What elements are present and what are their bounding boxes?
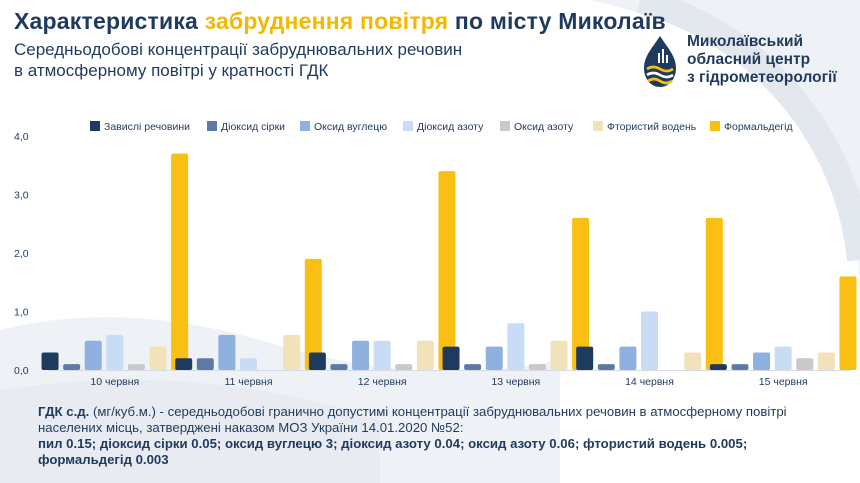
legend-label-1: Завислі речовини xyxy=(104,121,190,133)
bar xyxy=(63,364,81,370)
legend-label-3: Оксид вуглецю xyxy=(314,121,387,133)
bar xyxy=(127,364,145,370)
bar xyxy=(373,340,391,370)
footnote-limits: пил 0.15; діоксид сірки 0.05; оксид вугл… xyxy=(38,436,838,468)
bar xyxy=(330,364,348,370)
bar xyxy=(240,358,257,370)
logo-line1: Миколаївський xyxy=(687,33,804,50)
bar xyxy=(84,340,102,370)
bar xyxy=(149,346,167,370)
x-tick-label: 14 червня xyxy=(625,376,674,388)
drop-waves-logo-icon xyxy=(644,36,676,87)
bar xyxy=(283,334,301,370)
bar xyxy=(796,358,814,370)
bar xyxy=(218,334,236,370)
bar xyxy=(753,352,771,370)
legend-label-6: Фтористий водень xyxy=(607,121,697,133)
bar xyxy=(438,171,456,370)
y-tick-label: 1,0 xyxy=(14,307,29,319)
bar xyxy=(576,346,594,370)
legend-swatch-5 xyxy=(500,121,510,131)
header: Характеристика забруднення повітря по мі… xyxy=(14,8,666,81)
bar xyxy=(572,217,590,370)
x-tick-label: 11 червня xyxy=(224,376,272,388)
legend-swatch-3 xyxy=(300,121,310,131)
y-tick-label: 4,0 xyxy=(14,131,29,143)
bar xyxy=(196,358,214,370)
bar xyxy=(641,311,658,370)
title-part1: Характеристика xyxy=(14,8,205,34)
bar xyxy=(731,364,749,370)
logo-line3: з гідрометеорології xyxy=(687,69,837,86)
bar xyxy=(705,217,723,370)
footnote-term: ГДК с.д. xyxy=(38,404,90,419)
bar xyxy=(304,258,322,370)
footnote-definition: ГДК с.д. (мг/куб.м.) - середньодобові гр… xyxy=(38,404,838,436)
bar xyxy=(485,346,503,370)
footnote-text: (мг/куб.м.) - середньодобові гранично до… xyxy=(38,404,787,435)
title-highlight: забруднення повітря xyxy=(204,8,449,34)
y-tick-label: 2,0 xyxy=(14,248,29,260)
x-tick-label: 12 червня xyxy=(358,376,407,388)
page-subtitle: Середньодобові концентрації забруднюваль… xyxy=(14,39,654,81)
bar xyxy=(416,340,434,370)
bar xyxy=(817,352,835,370)
x-tick-label: 15 червня xyxy=(759,376,808,388)
legend-label-4: Діоксид азоту xyxy=(417,121,484,133)
footnote: ГДК с.д. (мг/куб.м.) - середньодобові гр… xyxy=(38,404,838,468)
legend-swatch-7 xyxy=(710,121,720,131)
bar xyxy=(528,364,546,370)
subtitle-line1: Середньодобові концентрації забруднюваль… xyxy=(14,40,463,59)
bar xyxy=(175,358,193,370)
x-tick-label: 13 червня xyxy=(491,376,540,388)
bar xyxy=(106,334,124,370)
legend-swatch-2 xyxy=(207,121,217,131)
organization-logo: Миколаївський обласний центр з гідромете… xyxy=(641,33,856,93)
legend-swatch-4 xyxy=(403,121,413,131)
legend-label-7: Формальдегід xyxy=(724,121,793,133)
legend-label-5: Оксид азоту xyxy=(514,121,574,133)
bar xyxy=(550,340,568,370)
bar xyxy=(171,153,189,370)
bar xyxy=(507,323,525,370)
bar xyxy=(41,352,59,370)
air-pollution-bar-chart: Завислі речовини Діоксид сірки Оксид вугле… xyxy=(14,121,857,388)
y-tick-label: 0,0 xyxy=(14,365,29,377)
bar xyxy=(709,364,727,370)
legend-swatch-1 xyxy=(90,121,100,131)
bar xyxy=(597,364,615,370)
title-part2: по місту Миколаїв xyxy=(448,8,666,34)
legend-swatch-6 xyxy=(593,121,603,131)
organization-name: Миколаївський обласний центр з гідромете… xyxy=(687,33,837,87)
bar xyxy=(774,346,792,370)
bar xyxy=(839,276,857,370)
bar xyxy=(395,364,413,370)
bar xyxy=(684,352,702,370)
subtitle-line2: в атмосферному повітрі у кратності ГДК xyxy=(14,61,329,80)
bar xyxy=(442,346,460,370)
x-tick-label: 10 червня xyxy=(90,376,139,388)
page-title: Характеристика забруднення повітря по мі… xyxy=(14,8,666,35)
bar xyxy=(464,364,482,370)
logo-line2: обласний центр xyxy=(687,51,811,68)
bar xyxy=(352,340,370,370)
footnote-limits-text: пил 0.15; діоксид сірки 0.05; оксид вугл… xyxy=(38,436,748,467)
bar xyxy=(308,352,326,370)
bar xyxy=(619,346,637,370)
legend-label-2: Діоксид сірки xyxy=(221,121,285,133)
y-tick-label: 3,0 xyxy=(14,190,29,202)
